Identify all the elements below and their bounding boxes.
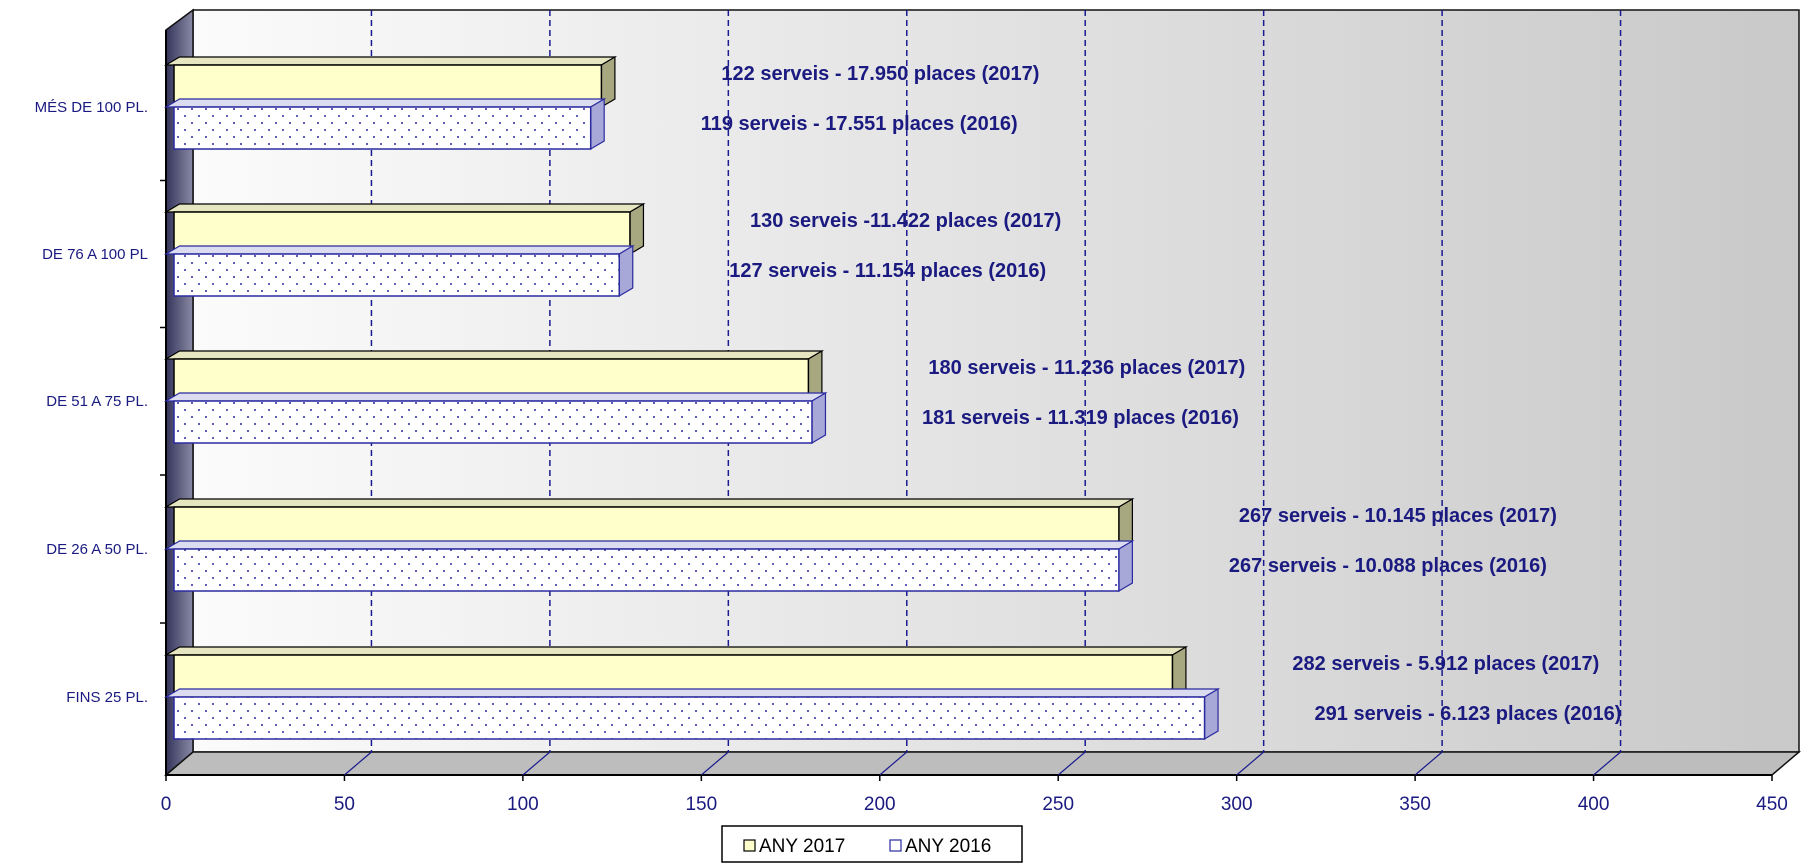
y-category-label: DE 76 A 100 PL (42, 246, 148, 263)
x-tick-label-450: 450 (1756, 794, 1788, 815)
data-label: 291 serveis - 6.123 places (2016) (1315, 703, 1622, 725)
bar-front-face (173, 400, 813, 444)
bar-top-face (163, 688, 1221, 698)
legend-swatch (743, 839, 756, 852)
y-category-label: FINS 25 PL. (66, 689, 148, 706)
bar-top-face (163, 203, 646, 213)
bar-front-face (173, 548, 1120, 592)
x-tick-label-250: 250 (1042, 794, 1074, 815)
bar-top-face (163, 646, 1189, 656)
legend-box (721, 825, 1023, 863)
bar-top-face (163, 350, 825, 360)
bar-front-face (173, 253, 620, 297)
floor-gridline-100 (522, 751, 551, 776)
floor-gridline-350 (1414, 751, 1443, 776)
data-label: 267 serveis - 10.088 places (2016) (1229, 555, 1547, 577)
bar-top-face (163, 245, 635, 255)
y-category-label: DE 51 A 75 PL. (46, 393, 148, 410)
floor-gridline-400 (1593, 751, 1621, 776)
x-tick-label-50: 50 (334, 794, 355, 815)
x-tick-label-0: 0 (161, 794, 172, 815)
data-label: 181 serveis - 11.319 places (2016) (922, 407, 1239, 429)
data-label: 122 serveis - 17.950 places (2017) (721, 63, 1039, 85)
floor-gridline-200 (879, 751, 908, 776)
bar-2016 (163, 539, 1135, 593)
floor-gridline-300 (1236, 751, 1265, 776)
data-label: 130 serveis -11.422 places (2017) (750, 210, 1061, 232)
floor-gridline-150 (700, 751, 729, 776)
y-axis-categories: MÉS DE 100 PL. DE 76 A 100 PL DE 51 A 75 P… (35, 99, 166, 706)
y-category-label: DE 26 A 50 PL. (46, 541, 148, 558)
x-tick-label-150: 150 (685, 794, 717, 815)
y-category-label: MÉS DE 100 PL. (35, 99, 148, 116)
legend-swatch (889, 839, 902, 852)
data-label: 127 serveis - 11.154 places (2016) (729, 260, 1046, 282)
bar-2016 (163, 97, 607, 151)
legend: ANY 2017 ANY 2016 (721, 825, 1023, 863)
legend-label: ANY 2017 (759, 836, 845, 857)
x-tick-label-200: 200 (864, 794, 896, 815)
bar-front-face (173, 106, 592, 150)
bar-side-face (590, 97, 605, 151)
data-label: 119 serveis - 17.551 places (2016) (701, 113, 1018, 135)
data-label: 282 serveis - 5.912 places (2017) (1292, 653, 1599, 675)
bar-side-face (811, 391, 827, 445)
floor-gridline-50 (344, 751, 372, 776)
data-labels: 122 serveis - 17.950 places (2017) 119 se… (701, 63, 1622, 725)
legend-label: ANY 2016 (905, 836, 991, 857)
x-axis-ticks: 0 50 100 150 200 250 300 350 400 450 (161, 775, 1788, 815)
bar-side-face (1118, 539, 1133, 593)
bar-front-face (173, 696, 1206, 740)
bar-top-face (163, 98, 607, 108)
chart-floor (163, 751, 1802, 776)
bar-side-face (1203, 687, 1219, 741)
data-label: 180 serveis - 11.236 places (2017) (928, 357, 1245, 379)
bar-top-face (163, 392, 828, 402)
bar-2016 (163, 687, 1221, 741)
bar-side-face (618, 244, 634, 298)
x-tick-label-400: 400 (1578, 794, 1610, 815)
bar-top-face (163, 56, 618, 66)
x-tick-label-100: 100 (507, 794, 539, 815)
bars (163, 55, 1221, 741)
bar-2016 (163, 244, 635, 298)
bar-top-face (163, 498, 1135, 508)
x-tick-label-300: 300 (1221, 794, 1253, 815)
bar-top-face (163, 540, 1135, 550)
bar-2016 (163, 391, 828, 445)
x-tick-label-350: 350 (1399, 794, 1431, 815)
floor-gridline-250 (1057, 751, 1086, 776)
data-label: 267 serveis - 10.145 places (2017) (1239, 505, 1557, 527)
